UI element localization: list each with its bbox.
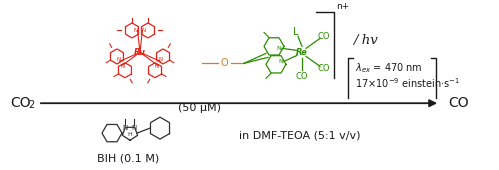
Text: H: H [128, 132, 132, 137]
Text: in DMF-TEOA (5:1 v/v): in DMF-TEOA (5:1 v/v) [239, 130, 361, 140]
Text: 2: 2 [28, 100, 34, 110]
Text: O: O [220, 58, 228, 68]
Text: N: N [142, 28, 146, 33]
Text: CO: CO [448, 96, 469, 110]
Text: Ru: Ru [134, 48, 146, 57]
Text: N: N [155, 64, 159, 69]
Text: CO: CO [318, 64, 330, 73]
Text: CO: CO [10, 96, 30, 110]
Text: N: N [278, 59, 283, 64]
Text: n+: n+ [336, 3, 349, 12]
Text: N: N [122, 125, 128, 131]
Text: BIH (0.1 M): BIH (0.1 M) [97, 153, 159, 163]
Text: N: N [131, 125, 137, 131]
Text: CO: CO [296, 72, 308, 81]
Text: N: N [159, 57, 163, 62]
Text: L: L [293, 27, 299, 37]
Text: / hv: / hv [353, 34, 378, 47]
Text: N: N [121, 64, 125, 69]
Text: N: N [134, 28, 138, 33]
Text: N: N [276, 46, 281, 51]
Text: $\lambda_{ex}$ = 470 nm: $\lambda_{ex}$ = 470 nm [355, 61, 423, 75]
Text: CO: CO [318, 32, 330, 41]
Text: N: N [117, 57, 121, 62]
Text: 17×10$^{-9}$ einstein·s$^{-1}$: 17×10$^{-9}$ einstein·s$^{-1}$ [355, 76, 460, 90]
Text: (50 μM): (50 μM) [179, 103, 222, 113]
Text: Re: Re [296, 48, 308, 57]
